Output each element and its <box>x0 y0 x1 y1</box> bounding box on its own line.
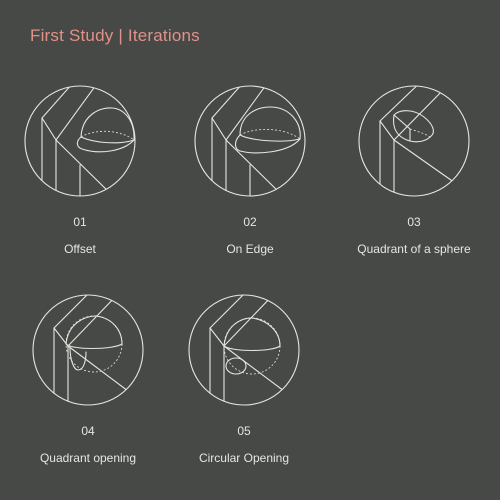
quadrant-opening-diagram <box>32 294 144 406</box>
iteration-label: Offset <box>64 242 96 256</box>
frame-circle <box>358 85 470 197</box>
iteration-number: 01 <box>73 215 87 229</box>
sphere-form <box>234 106 301 154</box>
opening-form <box>223 317 281 375</box>
iteration-02: 02 On Edge <box>180 85 320 256</box>
cube-edge <box>53 295 133 405</box>
iteration-number: 05 <box>237 424 251 438</box>
cube-edge <box>41 86 115 196</box>
cube-edge <box>209 295 289 405</box>
sphere-form <box>76 107 135 153</box>
frame-circle <box>188 294 300 406</box>
cube-edge <box>379 86 459 196</box>
iteration-03: 03 Quadrant of a sphere <box>344 85 484 256</box>
opening-form <box>65 315 123 373</box>
iteration-label: Quadrant opening <box>39 451 137 465</box>
iteration-04: 04 Quadrant opening <box>18 294 158 465</box>
offset-diagram <box>24 85 136 197</box>
on-edge-diagram <box>194 85 306 197</box>
iteration-number: 03 <box>407 215 421 229</box>
iteration-label: Quadrant of a sphere <box>357 242 471 256</box>
iteration-number: 04 <box>81 424 95 438</box>
circular-opening-diagram <box>188 294 300 406</box>
quadrant-of-a-sphere-diagram <box>358 85 470 197</box>
iteration-01: 01 Offset <box>10 85 150 256</box>
iteration-05: 05 Circular Opening <box>174 294 314 465</box>
iteration-label: Circular Opening <box>198 451 290 465</box>
page-title: First Study | Iterations <box>30 26 200 45</box>
frame-circle <box>32 294 144 406</box>
quarter-sphere-form <box>392 110 434 143</box>
iteration-number: 02 <box>243 215 257 229</box>
iteration-label: On Edge <box>226 242 274 256</box>
